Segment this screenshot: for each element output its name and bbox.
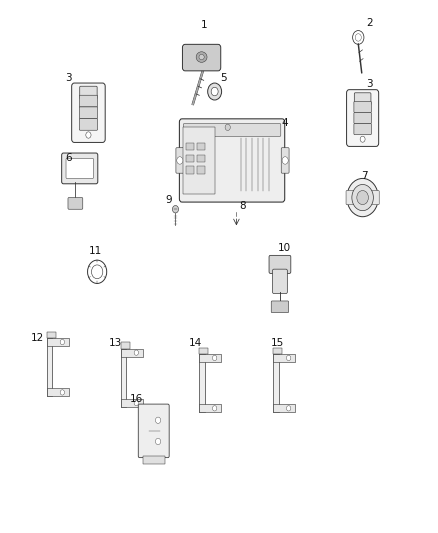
Bar [197,166,205,174]
Ellipse shape [196,52,207,62]
Bar [121,342,130,349]
Bar [197,143,205,150]
Text: 2: 2 [366,18,372,28]
Circle shape [211,87,218,96]
FancyBboxPatch shape [72,83,105,142]
Circle shape [357,190,368,205]
Bar [186,155,194,162]
Circle shape [177,157,183,164]
FancyBboxPatch shape [354,124,371,135]
FancyBboxPatch shape [80,86,97,99]
Bar [186,166,194,174]
Bar [273,405,295,413]
Text: 8: 8 [240,200,246,211]
Circle shape [360,136,365,142]
Text: 16: 16 [130,394,143,404]
FancyBboxPatch shape [354,112,371,124]
Text: 9: 9 [166,195,172,205]
Circle shape [286,356,291,361]
FancyBboxPatch shape [272,269,287,294]
Circle shape [225,124,230,131]
Text: 7: 7 [361,172,368,181]
Circle shape [134,400,138,406]
Bar [197,155,205,162]
Bar [47,389,69,397]
FancyBboxPatch shape [354,101,371,112]
FancyBboxPatch shape [281,148,289,173]
Circle shape [134,350,138,356]
FancyBboxPatch shape [371,190,379,205]
Circle shape [347,179,378,217]
Bar [121,399,143,407]
Text: 15: 15 [271,338,284,349]
Circle shape [155,438,161,445]
Text: 13: 13 [109,338,123,349]
FancyBboxPatch shape [183,127,215,193]
FancyBboxPatch shape [354,93,371,105]
Bar [199,354,221,362]
Bar [199,354,205,413]
Circle shape [208,83,222,100]
FancyBboxPatch shape [180,119,285,202]
FancyBboxPatch shape [138,404,169,458]
Bar [273,354,295,362]
Bar [121,349,143,357]
Bar [273,354,279,413]
FancyBboxPatch shape [346,190,354,205]
FancyBboxPatch shape [183,44,221,71]
Bar [143,456,165,464]
Text: 3: 3 [366,78,372,88]
Text: 6: 6 [66,153,72,163]
Circle shape [60,340,64,345]
Text: 1: 1 [201,20,207,30]
FancyBboxPatch shape [62,153,98,184]
Circle shape [286,406,291,411]
Ellipse shape [199,54,204,60]
Text: 3: 3 [66,73,72,83]
Circle shape [155,417,161,423]
FancyBboxPatch shape [68,198,83,209]
FancyBboxPatch shape [79,95,98,107]
Bar [199,348,208,354]
Circle shape [212,406,217,411]
Text: 5: 5 [220,73,226,83]
Bar [47,338,69,346]
Text: 11: 11 [88,246,102,256]
FancyBboxPatch shape [346,90,379,147]
Bar [47,332,56,338]
FancyBboxPatch shape [176,148,184,173]
Bar [47,338,52,397]
Bar [121,349,126,407]
FancyBboxPatch shape [269,255,291,273]
Bar [199,405,221,413]
Circle shape [173,206,179,213]
FancyBboxPatch shape [271,301,289,313]
Bar [186,143,194,150]
Text: 10: 10 [278,243,291,253]
FancyBboxPatch shape [184,124,281,136]
Circle shape [86,132,91,138]
Text: 12: 12 [31,333,44,343]
Circle shape [212,356,217,361]
FancyBboxPatch shape [79,107,98,118]
Text: 4: 4 [281,118,288,128]
Bar [273,348,282,354]
Circle shape [352,184,373,211]
Circle shape [282,157,288,164]
FancyBboxPatch shape [66,158,93,179]
Circle shape [60,390,64,395]
FancyBboxPatch shape [79,118,98,130]
Text: 14: 14 [188,338,201,349]
